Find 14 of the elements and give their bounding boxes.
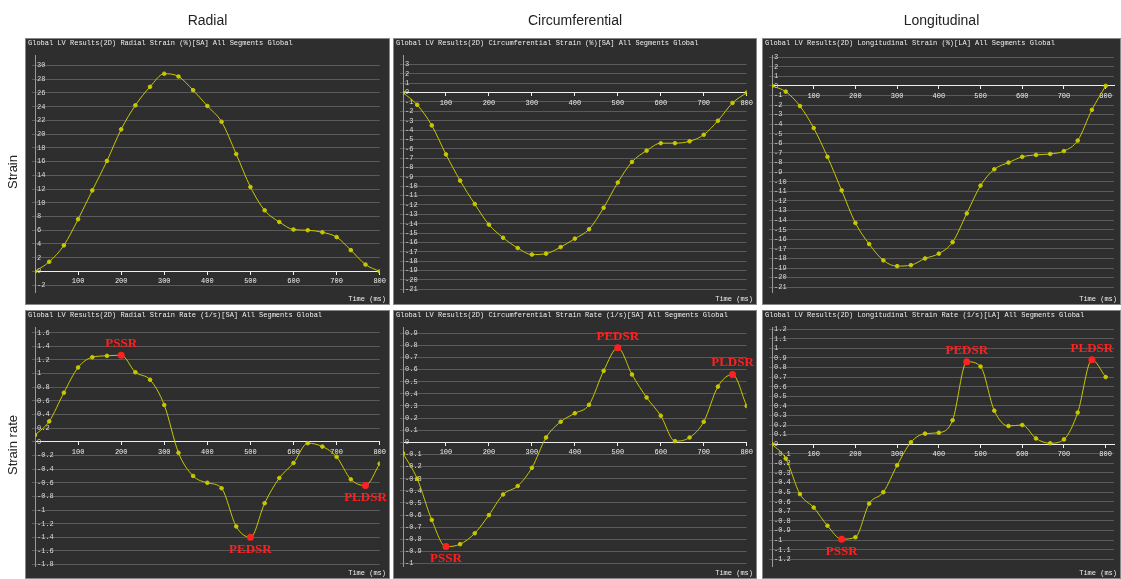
- annotation: PSSR: [825, 543, 859, 559]
- annotation: PLDSR: [344, 489, 388, 505]
- annotation: PLDSR: [711, 354, 755, 370]
- annotation: PSSR: [430, 550, 463, 566]
- annotation: PSSR: [105, 335, 138, 351]
- chart-title: Longitudinal: [902, 12, 981, 28]
- annotation: PEDSR: [596, 327, 640, 343]
- annotation: PLDSR: [1070, 339, 1114, 355]
- annotation: PEDSR: [945, 341, 989, 357]
- chart-title: Radial: [186, 12, 229, 28]
- chart-title: Circumferential: [526, 12, 624, 28]
- annotation: PEDSR: [229, 541, 273, 557]
- y-axis-title: Strain rate: [4, 414, 20, 475]
- y-axis-title: Strain: [4, 154, 20, 189]
